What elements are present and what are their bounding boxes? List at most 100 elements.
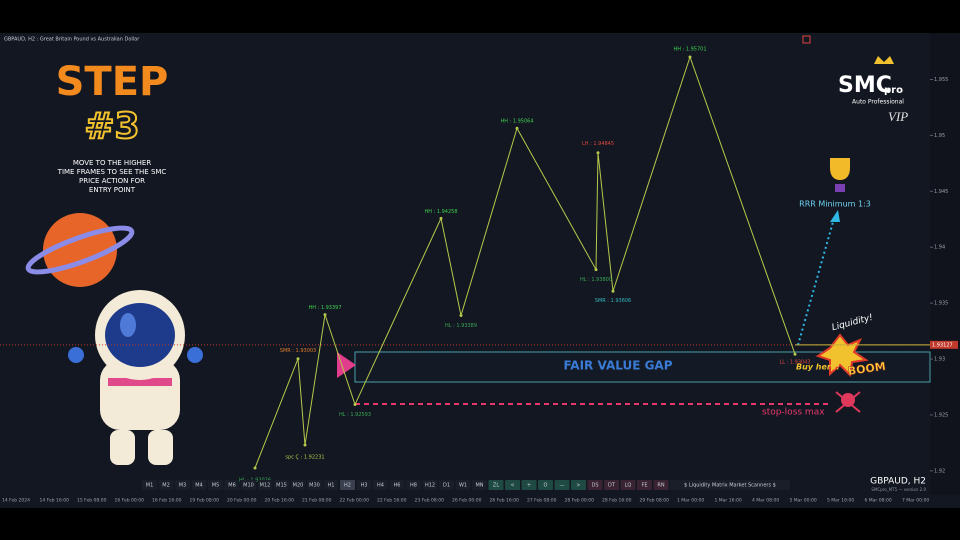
rrr-label: RRR Minimum 1:3 [799,200,871,209]
toolbar-button[interactable]: H8 [406,480,421,490]
toolbar-button[interactable]: M6 [224,480,240,490]
swing-point [296,357,300,361]
button-label: M15 [276,483,287,489]
swing-label: spc Ç : 1.92231 [285,455,324,461]
toolbar-button[interactable]: M2 [158,480,174,490]
brand-logo: SMC [838,73,892,98]
toolbar-button[interactable]: LQ [620,480,636,490]
button-label: LQ [625,483,632,489]
swing-point [594,268,598,272]
button-bg [571,480,586,490]
date-label: 21 Feb 08:00 [302,498,332,504]
toolbar-button[interactable]: W1 [455,480,471,490]
button-bg [175,480,190,490]
button-bg [637,480,652,490]
button-label: M30 [309,483,320,489]
date-label: 16 Feb 00:00 [115,498,145,504]
swing-point [353,403,357,407]
button-label: $ Liquidity Matrix Market Scanners $ [684,483,776,489]
price-axis-bg [930,33,960,495]
toolbar-button[interactable]: DT [604,480,619,490]
button-label: > [576,483,580,489]
button-label: W1 [459,483,467,489]
step-number: #3 [84,106,139,147]
button-bg [653,480,669,490]
swing-label: LL : 1.93043 [779,360,810,366]
date-label: 1 Mar 00:00 [677,498,704,504]
swing-point [793,352,797,356]
toolbar-button[interactable]: < [505,480,520,490]
swing-label: HH : 1.94258 [424,209,457,215]
toolbar-button[interactable]: O [538,480,553,490]
toolbar-button[interactable]: MN [472,480,487,490]
close-button[interactable] [802,35,811,44]
price-tick-label: 1.925 [934,412,948,418]
promo-line: ENTRY POINT [89,186,136,194]
toolbar-button[interactable]: + [521,480,537,490]
promo-line: TIME FRAMES TO SEE THE SMC [57,168,167,176]
button-label: M10 [243,483,254,489]
toolbar-button[interactable]: RN [653,480,669,490]
toolbar-button[interactable]: H2 [340,480,355,490]
boom-label: BOOM [847,360,886,378]
toolbar-button[interactable]: H1 [323,480,339,490]
button-label: H2 [344,483,351,489]
date-label: 6 Mar 08:00 [865,498,892,504]
toolbar-button[interactable]: D1 [439,480,454,490]
button-label: D1 [443,483,450,489]
button-bg [373,480,388,490]
toolbar-button[interactable]: H3 [356,480,372,490]
brand-badge: VIP [888,109,908,124]
stop-loss-label: stop-loss max [762,408,825,418]
toolbar-button[interactable]: M30 [307,480,322,490]
toolbar-button[interactable]: > [571,480,586,490]
trophy [830,158,850,192]
swing-label: HL : 1.92593 [339,412,371,418]
toolbar-button[interactable]: M1 [142,480,157,490]
date-label: 1 Mar 16:00 [715,498,742,504]
skull [835,391,861,413]
fvg-label: FAIR VALUE GAP [563,359,672,373]
toolbar-button[interactable]: DS [587,480,603,490]
brand-logo-sup: pro [884,85,903,96]
date-label: 16 Feb 16:00 [152,498,182,504]
button-bg [604,480,619,490]
toolbar-button[interactable]: H12 [422,480,438,490]
button-bg [587,480,603,490]
buy-label: Buy here! [796,363,840,372]
toolbar-button[interactable]: FE [637,480,652,490]
promo-line: PRICE ACTION FOR [79,177,145,185]
button-bg [323,480,339,490]
toolbar-button[interactable]: M4 [191,480,207,490]
button-label: M20 [293,483,304,489]
swing-label: LH : 1.94845 [582,141,614,147]
price-tick-label: 1.935 [934,301,948,307]
toolbar-button[interactable]: M15 [274,480,289,490]
button-label: — [560,483,565,489]
button-bg [274,480,289,490]
button-label: M4 [195,483,203,489]
toolbar-button[interactable]: M10 [241,480,256,490]
date-label: 28 Feb 16:00 [602,498,632,504]
button-bg [406,480,421,490]
button-bg [455,480,471,490]
toolbar-button[interactable]: $ Liquidity Matrix Market Scanners $ [670,480,790,490]
toolbar-button[interactable]: H4 [373,480,388,490]
button-bg [472,480,487,490]
toolbar-button[interactable]: M3 [175,480,190,490]
toolbar-button[interactable]: H6 [389,480,405,490]
toolbar-button[interactable]: M12 [257,480,273,490]
swing-point [515,126,519,130]
toolbar-button[interactable]: ZL [488,480,504,490]
price-tick-label: 1.93 [934,357,945,363]
toolbar-button[interactable]: M5 [208,480,223,490]
button-bg [191,480,207,490]
button-label: DT [608,483,616,489]
date-label: 22 Feb 16:00 [377,498,407,504]
swing-point [459,314,463,318]
swing-label: HH : 1.93397 [308,305,341,311]
toolbar-button[interactable]: M20 [290,480,306,490]
toolbar-button[interactable]: — [554,480,570,490]
button-label: M2 [162,483,170,489]
